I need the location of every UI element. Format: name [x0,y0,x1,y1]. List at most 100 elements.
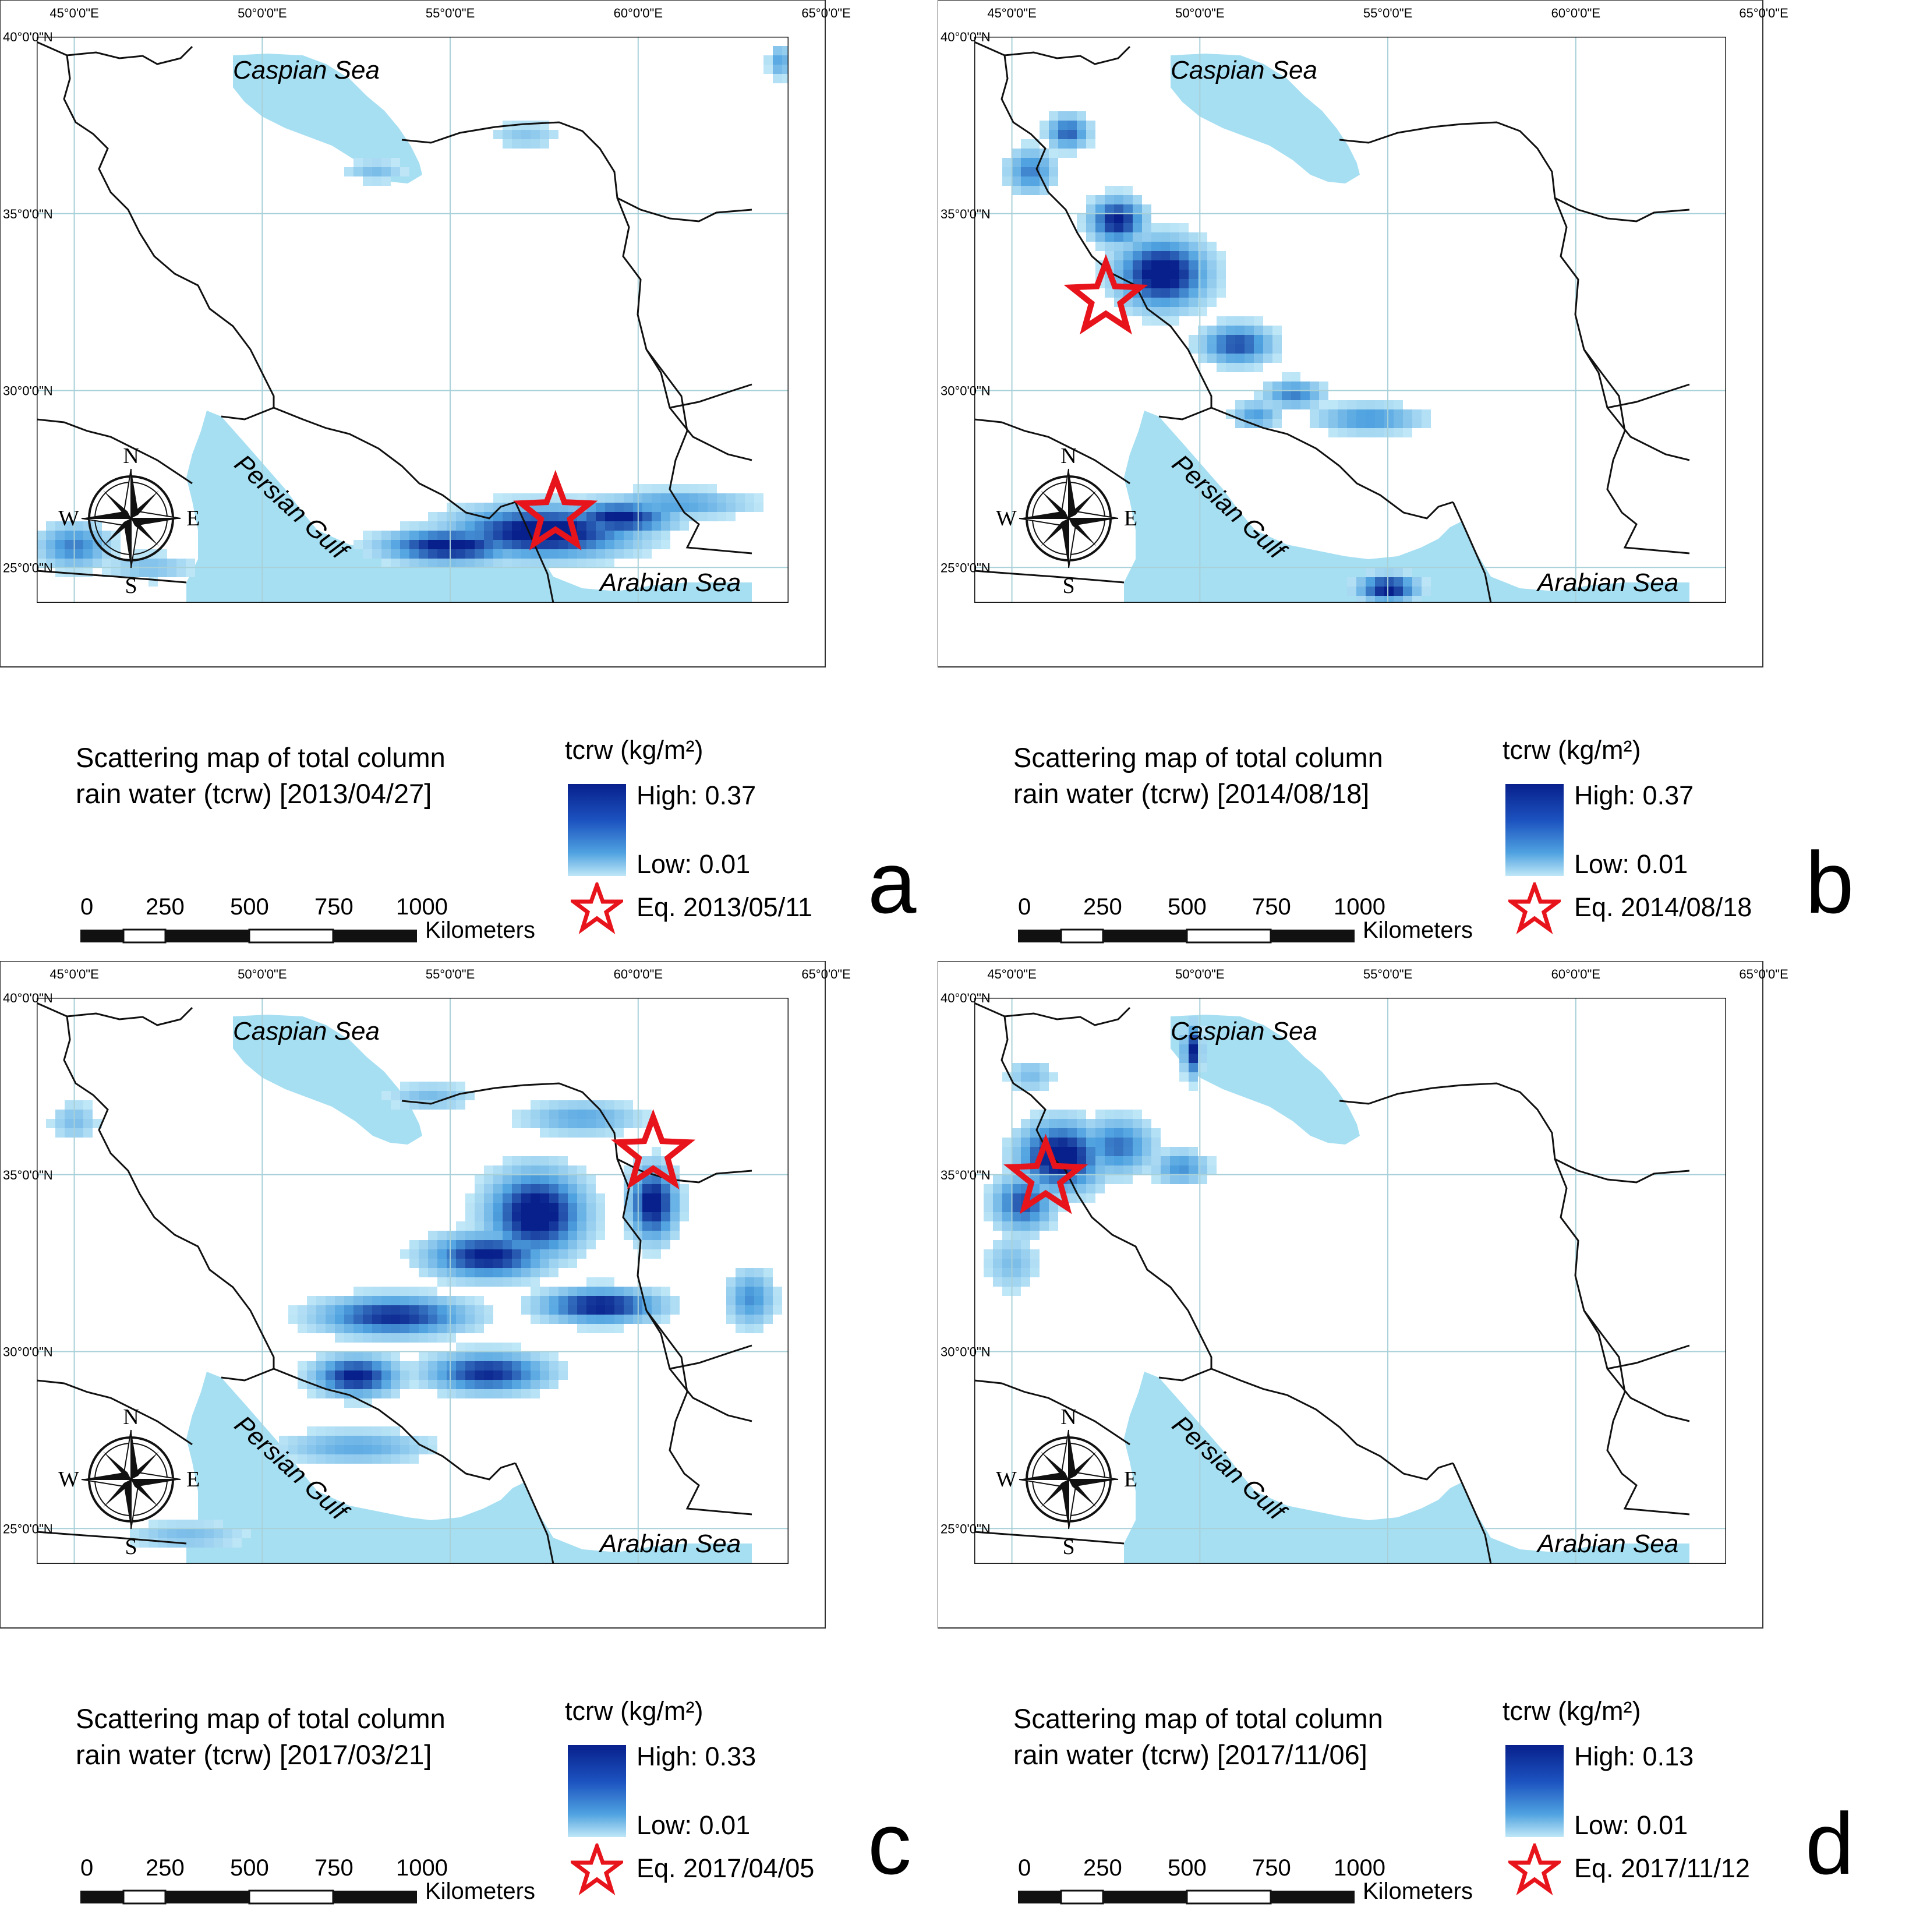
tcrw-pixel [400,540,409,549]
tcrw-pixel [270,1445,279,1454]
tcrw-pixel [661,1287,670,1296]
tcrw-pixel [652,493,661,503]
tcrw-pixel [736,1287,745,1296]
tcrw-pixel [558,521,568,531]
tcrw-pixel [195,1529,204,1538]
tcrw-pixel [503,1277,512,1287]
tcrw-pixel [475,1315,484,1324]
tcrw-pixel [353,1324,363,1333]
tcrw-pixel [335,1445,344,1454]
tcrw-pixel [475,1361,484,1371]
tcrw-pixel [409,1296,419,1305]
tcrw-pixel [614,1110,624,1119]
tcrw-pixel [484,1268,493,1277]
tcrw-pixel [1133,204,1142,214]
tcrw-pixel [652,503,661,512]
tcrw-pixel [1217,260,1226,270]
tcrw-pixel [1030,176,1040,186]
tcrw-pixel [1021,1072,1030,1082]
tcrw-pixel [652,1305,661,1315]
tcrw-pixel [381,540,391,549]
tcrw-pixel [1012,186,1021,195]
tcrw-pixel [232,1538,242,1548]
tcrw-pixel [624,1287,633,1296]
tcrw-pixel [55,1128,65,1138]
tcrw-pixel [1058,1147,1067,1156]
tcrw-pixel [484,1193,493,1203]
tcrw-pixel [1030,149,1040,158]
panel-letter: a [868,833,917,931]
tcrw-pixel [1226,326,1235,335]
longitude-label: 45°0'0"E [987,967,1036,981]
tcrw-pixel [381,167,391,176]
tcrw-pixel [335,1305,344,1315]
tcrw-pixel [605,1324,614,1333]
tcrw-pixel [1291,391,1300,400]
tcrw-pixel [130,1529,139,1538]
tcrw-pixel [372,158,381,167]
tcrw-pixel [391,1333,400,1343]
tcrw-pixel [484,1231,493,1240]
tcrw-pixel [456,512,465,521]
tcrw-pixel [586,1212,596,1221]
tcrw-pixel [1347,587,1356,596]
tcrw-pixel [1263,335,1272,344]
tcrw-pixel [1161,260,1170,270]
tcrw-pixel [465,1268,475,1277]
tcrw-pixel [484,503,493,512]
tcrw-pixel [344,1371,353,1380]
tcrw-pixel [1123,270,1133,279]
tcrw-pixel [512,130,521,139]
tcrw-pixel [493,1231,503,1240]
tcrw-pixel [1161,242,1170,251]
map-title: Scattering map of total column rain wate… [76,740,446,812]
latitude-label: 40°0'0"N [941,30,991,44]
tcrw-pixel [363,1324,372,1333]
compass-rose: N S E W [996,444,1137,598]
tcrw-pixel [1049,1119,1058,1128]
tcrw-pixel [428,1371,437,1380]
tcrw-pixel [586,1119,596,1128]
tcrw-pixel [1133,1147,1142,1156]
tcrw-pixel [447,1324,456,1333]
tcrw-pixel [409,549,419,559]
tcrw-pixel [1179,1156,1189,1165]
tcrw-pixel [549,1100,558,1110]
tcrw-pixel [993,1193,1002,1203]
tcrw-pixel [484,1305,493,1315]
tcrw-pixel [1394,568,1403,577]
tcrw-pixel [456,549,465,559]
tcrw-pixel [1040,1128,1049,1138]
tcrw-pixel [1179,1026,1189,1035]
tcrw-pixel [1012,1268,1021,1277]
tcrw-pixel [316,1389,326,1398]
tcrw-pixel [493,1175,503,1184]
tcrw-pixel [698,484,708,493]
tcrw-pixel [1226,335,1235,344]
tcrw-pixel [475,521,484,531]
tcrw-pixel [605,493,614,503]
tcrw-pixel [65,1119,74,1128]
tcrw-pixel [1272,326,1282,335]
tcrw-pixel [391,559,400,568]
tcrw-pixel [437,1268,447,1277]
tcrw-pixel [344,1361,353,1371]
tcrw-pixel [465,1231,475,1240]
tcrw-pixel [93,521,102,531]
tcrw-pixel [326,1445,335,1454]
scale-label: 1000 [396,1855,448,1881]
tcrw-pixel [605,1110,614,1119]
tcrw-pixel [586,549,596,559]
legend-star-icon [1508,882,1561,934]
tcrw-pixel [344,1352,353,1361]
tcrw-pixel [353,1352,363,1361]
tcrw-pixel [475,1296,484,1305]
persian-gulf [186,411,752,603]
tcrw-pixel [661,1296,670,1305]
tcrw-pixel [605,540,614,549]
tcrw-pixel [437,1296,447,1305]
tcrw-pixel [484,1212,493,1221]
tcrw-pixel [652,1203,661,1212]
tcrw-pixel [447,1315,456,1324]
compass-w: W [996,506,1017,531]
